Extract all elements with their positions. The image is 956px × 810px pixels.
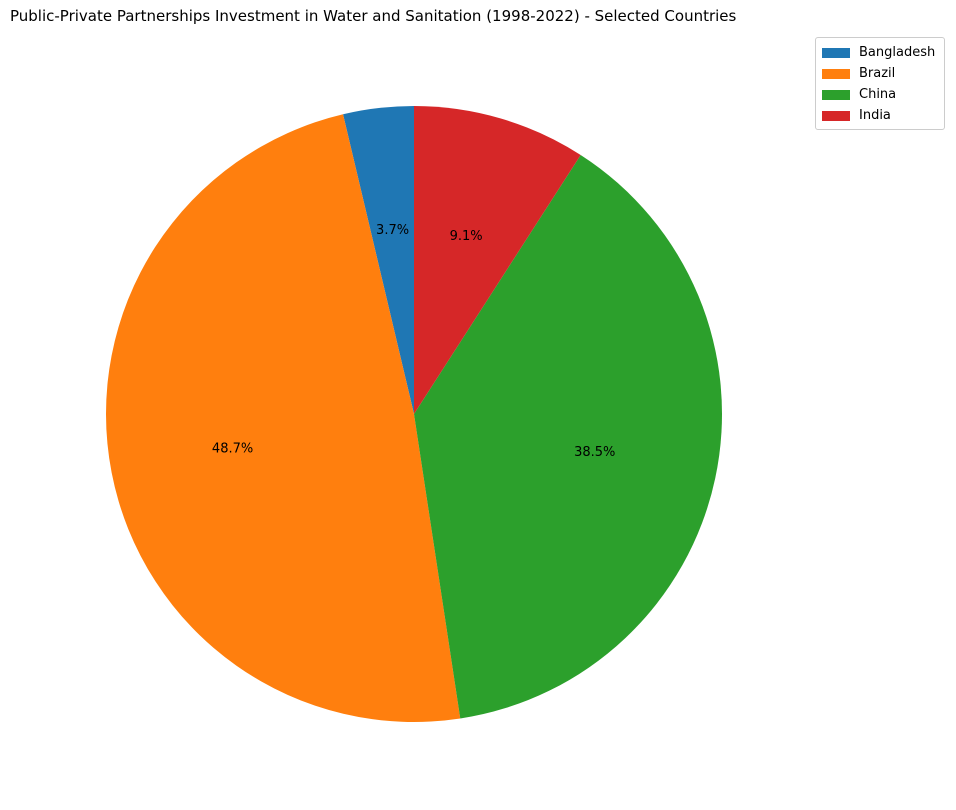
legend-label: India [859, 108, 891, 123]
legend-item-india: India [822, 105, 938, 126]
pie-slice-india [414, 106, 581, 414]
legend-swatch [822, 110, 850, 121]
legend-swatch [822, 68, 850, 79]
pie-slice-bangladesh [343, 106, 414, 414]
pie-slice-brazil [105, 114, 461, 723]
pie-slices [105, 106, 722, 723]
legend-item-china: China [822, 84, 938, 105]
chart-title: Public-Private Partnerships Investment i… [10, 7, 737, 25]
pie-slice-labels: 3.7% 48.7% 38.5% 9.1% [212, 223, 615, 460]
slice-label-india: 9.1% [450, 229, 483, 244]
legend-label: Brazil [859, 66, 896, 81]
pie-slice-china [414, 154, 722, 719]
slice-label-bangladesh: 3.7% [376, 223, 409, 238]
legend-item-brazil: Brazil [822, 63, 938, 84]
legend-swatch [822, 47, 850, 58]
legend-swatch [822, 89, 850, 100]
slice-label-brazil: 48.7% [212, 442, 253, 457]
legend-label: Bangladesh [859, 45, 936, 60]
slice-label-china: 38.5% [574, 445, 615, 460]
legend-label: China [859, 87, 897, 102]
legend-item-bangladesh: Bangladesh [822, 42, 938, 63]
legend: Bangladesh Brazil China India [815, 37, 945, 130]
